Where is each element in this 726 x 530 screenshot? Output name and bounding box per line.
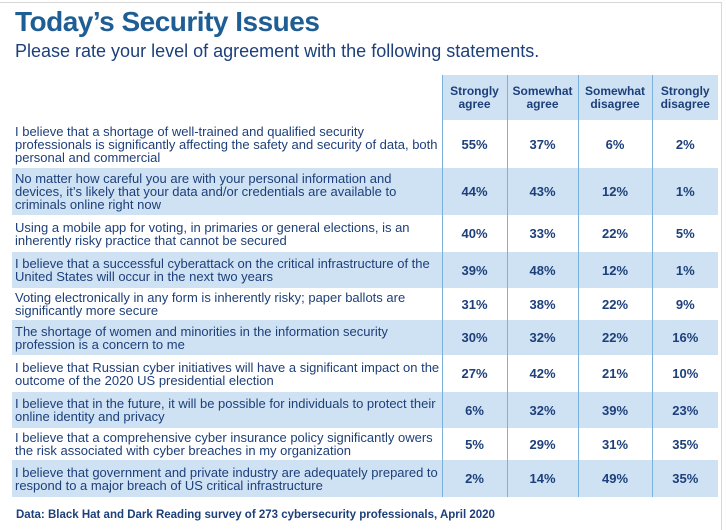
value-cell: 5% <box>651 215 718 252</box>
value-cell: 48% <box>506 252 578 288</box>
column-header: Strongly disagree <box>651 75 718 120</box>
column-header: Strongly agree <box>441 75 507 120</box>
statement-cell: I believe that a shortage of well-traine… <box>15 123 438 165</box>
frame-border-right <box>721 2 722 530</box>
frame-border-top <box>0 2 722 3</box>
value-cell: 44% <box>441 168 507 215</box>
value-cell: 55% <box>441 120 507 168</box>
value-cell: 9% <box>651 288 718 320</box>
table-row: I believe that a successful cyberattack … <box>12 252 718 288</box>
survey-table: Strongly agree Somewhat agree Somewhat d… <box>12 75 718 497</box>
value-cell: 43% <box>506 168 578 215</box>
statement-cell: I believe that a successful cyberattack … <box>12 252 442 288</box>
table-row: I believe that in the future, it will be… <box>12 392 718 428</box>
value-cell: 1% <box>651 168 718 215</box>
value-cell: 1% <box>651 252 718 288</box>
value-cell: 12% <box>577 252 652 288</box>
value-cell: 30% <box>441 320 507 355</box>
statement-cell: I believe that Russian cyber initiatives… <box>15 359 440 388</box>
value-cell: 38% <box>506 288 578 320</box>
value-cell: 10% <box>651 355 718 392</box>
value-cell: 6% <box>577 120 652 168</box>
column-header: Somewhat disagree <box>577 75 652 120</box>
value-cell: 42% <box>506 355 578 392</box>
value-cell: 21% <box>577 355 652 392</box>
value-cell: 31% <box>441 288 507 320</box>
value-cell: 31% <box>577 428 652 460</box>
value-cell: 40% <box>441 215 507 252</box>
value-cell: 35% <box>651 460 718 497</box>
table-row: I believe that a shortage of well-traine… <box>12 120 718 168</box>
table-row: Using a mobile app for voting, in primar… <box>12 215 718 252</box>
value-cell: 29% <box>506 428 578 460</box>
chart-title: Today’s Security Issues <box>15 6 320 37</box>
statement-cell: I believe that a comprehensive cyber ins… <box>15 430 433 458</box>
value-cell: 32% <box>506 320 578 355</box>
value-cell: 2% <box>441 460 507 497</box>
chart-subtitle: Please rate your level of agreement with… <box>15 41 540 61</box>
statement-cell: Voting electronically in any form is inh… <box>15 290 406 318</box>
statement-cell: I believe that in the future, it will be… <box>12 392 442 428</box>
value-cell: 49% <box>577 460 652 497</box>
header-blank <box>12 75 442 120</box>
table-row: I believe that a comprehensive cyber ins… <box>12 428 718 460</box>
table-row: I believe that government and private in… <box>12 460 718 497</box>
source-note: Data: Black Hat and Dark Reading survey … <box>16 509 495 521</box>
statement-cell: I believe that government and private in… <box>12 460 442 497</box>
header-row: Strongly agree Somewhat agree Somewhat d… <box>12 75 718 120</box>
table-row: The shortage of women and minorities in … <box>12 320 718 355</box>
value-cell: 12% <box>577 168 652 215</box>
column-header: Somewhat agree <box>506 75 578 120</box>
value-cell: 6% <box>441 392 507 428</box>
value-cell: 37% <box>506 120 578 168</box>
value-cell: 22% <box>577 320 652 355</box>
value-cell: 22% <box>577 215 652 252</box>
table-row: I believe that Russian cyber initiatives… <box>12 355 718 392</box>
value-cell: 39% <box>577 392 652 428</box>
statement-cell: No matter how careful you are with your … <box>12 168 442 215</box>
value-cell: 14% <box>506 460 578 497</box>
value-cell: 23% <box>651 392 718 428</box>
value-cell: 39% <box>441 252 507 288</box>
statement-cell: Using a mobile app for voting, in primar… <box>15 219 410 248</box>
value-cell: 22% <box>577 288 652 320</box>
value-cell: 27% <box>441 355 507 392</box>
value-cell: 32% <box>506 392 578 428</box>
value-cell: 35% <box>651 428 718 460</box>
statement-cell: The shortage of women and minorities in … <box>12 320 442 355</box>
value-cell: 5% <box>441 428 507 460</box>
table-row: Voting electronically in any form is inh… <box>12 288 718 320</box>
value-cell: 16% <box>651 320 718 355</box>
value-cell: 2% <box>651 120 718 168</box>
table-row: No matter how careful you are with your … <box>12 168 718 215</box>
value-cell: 33% <box>506 215 578 252</box>
